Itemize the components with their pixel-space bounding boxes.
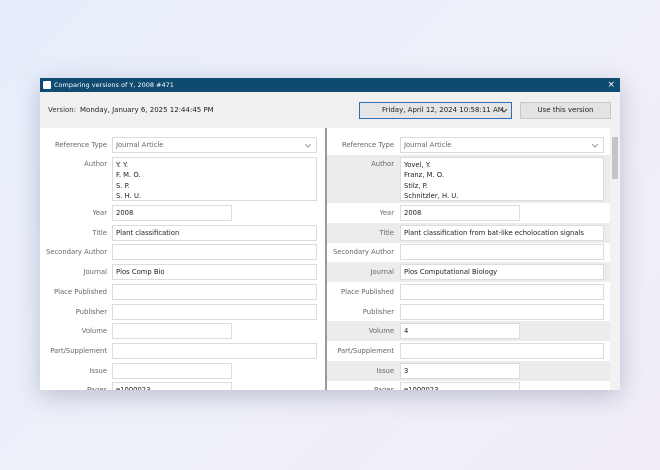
author-line: S. P.: [116, 181, 130, 190]
toolbar: Version: Monday, January 6, 2025 12:44:4…: [40, 92, 620, 128]
field-label: Pages: [327, 386, 394, 390]
field-label: Year: [379, 209, 394, 217]
field-input[interactable]: e1000023: [400, 382, 520, 390]
author-line: Stilz, P.: [404, 181, 428, 190]
field-input[interactable]: Yovel, Y. Franz, M. O. Stilz, P. Schnitzler…: [400, 157, 604, 201]
field-input[interactable]: [112, 362, 232, 379]
field-input[interactable]: [400, 283, 604, 300]
field-label: Issue: [89, 366, 107, 375]
field-label: Secondary Author: [45, 248, 107, 257]
version-label: Version:: [48, 106, 77, 114]
author-line: S. H. U.: [116, 191, 142, 200]
field-input[interactable]: Plos Computational Biology: [400, 264, 604, 281]
window-title: Comparing versions of Y, 2008 #471: [54, 81, 174, 89]
author-line: F. M. O.: [116, 171, 141, 180]
field-value: Plos Computational Biology: [404, 268, 498, 277]
author-line: Schnitzler, H. U.: [404, 191, 459, 200]
field-input[interactable]: 2008: [112, 205, 232, 221]
scrollbar: [610, 128, 620, 390]
field-input[interactable]: Plant classification: [112, 224, 317, 241]
field-input[interactable]: [400, 342, 604, 359]
field-input[interactable]: Journal Article: [400, 137, 604, 153]
field-input[interactable]: [112, 303, 317, 320]
field-value: Journal Article: [116, 141, 164, 149]
field-label: Part/Supplement: [50, 346, 107, 355]
right-panel: Reference Type Journal Article Author Yovel…: [327, 128, 610, 390]
field-value: 2008: [404, 209, 422, 217]
field-input[interactable]: [112, 323, 232, 340]
author-line: Y. Y.: [116, 161, 129, 169]
field-label: Author: [371, 160, 394, 168]
current-version: Monday, January 6, 2025 12:44:45 PM: [80, 106, 214, 114]
close-button[interactable]: ×: [607, 80, 615, 90]
dropdown-arrow: [592, 144, 598, 148]
field-label: Author: [84, 160, 107, 168]
field-input[interactable]: [112, 283, 317, 300]
dropdown-arrow: [501, 109, 507, 113]
field-value: 3: [404, 366, 409, 375]
field-label: Issue: [376, 366, 394, 375]
field-value: 4: [404, 327, 409, 336]
field-label: Journal: [83, 268, 107, 277]
dropdown-arrow: [305, 144, 311, 148]
field-label: Reference Type: [342, 141, 394, 149]
field-input[interactable]: 4: [400, 323, 520, 340]
field-label: Pages: [40, 386, 107, 390]
field-label: Title: [379, 228, 394, 237]
field-value: Plos Comp Bio: [116, 268, 165, 277]
field-input[interactable]: Y. Y. F. M. O. S. P. S. H. U.: [112, 157, 317, 201]
author-line: Franz, M. O.: [404, 171, 444, 180]
field-input[interactable]: 2008: [400, 205, 520, 221]
field-label: Publisher: [75, 307, 107, 316]
field-label: Volume: [368, 327, 394, 336]
field-value: e1000023: [404, 383, 519, 390]
scroll-thumb[interactable]: [612, 137, 618, 179]
field-label: Secondary Author: [332, 248, 394, 257]
field-label: Title: [92, 228, 107, 237]
author-line: Yovel, Y.: [404, 161, 431, 169]
field-input[interactable]: [400, 244, 604, 261]
title-bar: Comparing versions of Y, 2008 #471 ×: [40, 78, 620, 92]
compare-version: Friday, April 12, 2024 10:58:11 AM: [382, 106, 504, 114]
field-label: Place Published: [341, 287, 394, 296]
field-value: 2008: [116, 209, 134, 217]
field-value: Journal Article: [404, 141, 452, 149]
compare-window: Comparing versions of Y, 2008 #471 × Ver…: [40, 78, 620, 390]
field-label: Publisher: [362, 307, 394, 316]
use-version-button[interactable]: Use this version: [520, 102, 611, 119]
field-input[interactable]: e1000023: [112, 382, 232, 390]
field-label: Place Published: [54, 287, 107, 296]
field-label: Journal: [370, 268, 394, 277]
field-input[interactable]: Plant classification from bat-like echol…: [400, 224, 604, 241]
field-value: Plant classification: [116, 228, 180, 237]
app-icon: [43, 81, 51, 89]
field-input[interactable]: 3: [400, 362, 520, 379]
field-label: Year: [92, 209, 107, 217]
field-input[interactable]: Journal Article: [112, 137, 317, 153]
left-panel: Reference Type Journal Article Author Y. Y.…: [40, 128, 325, 390]
field-label: Volume: [81, 327, 107, 336]
field-label: Part/Supplement: [337, 346, 394, 355]
field-input[interactable]: [400, 303, 604, 320]
version-dropdown[interactable]: Friday, April 12, 2024 10:58:11 AM: [359, 102, 512, 119]
field-input[interactable]: [112, 244, 317, 261]
divider: [325, 128, 327, 390]
field-value: e1000023: [116, 383, 231, 390]
field-label: Reference Type: [55, 141, 107, 149]
field-input[interactable]: [112, 342, 317, 359]
field-value: Plant classification from bat-like echol…: [404, 228, 584, 237]
field-input[interactable]: Plos Comp Bio: [112, 264, 317, 281]
